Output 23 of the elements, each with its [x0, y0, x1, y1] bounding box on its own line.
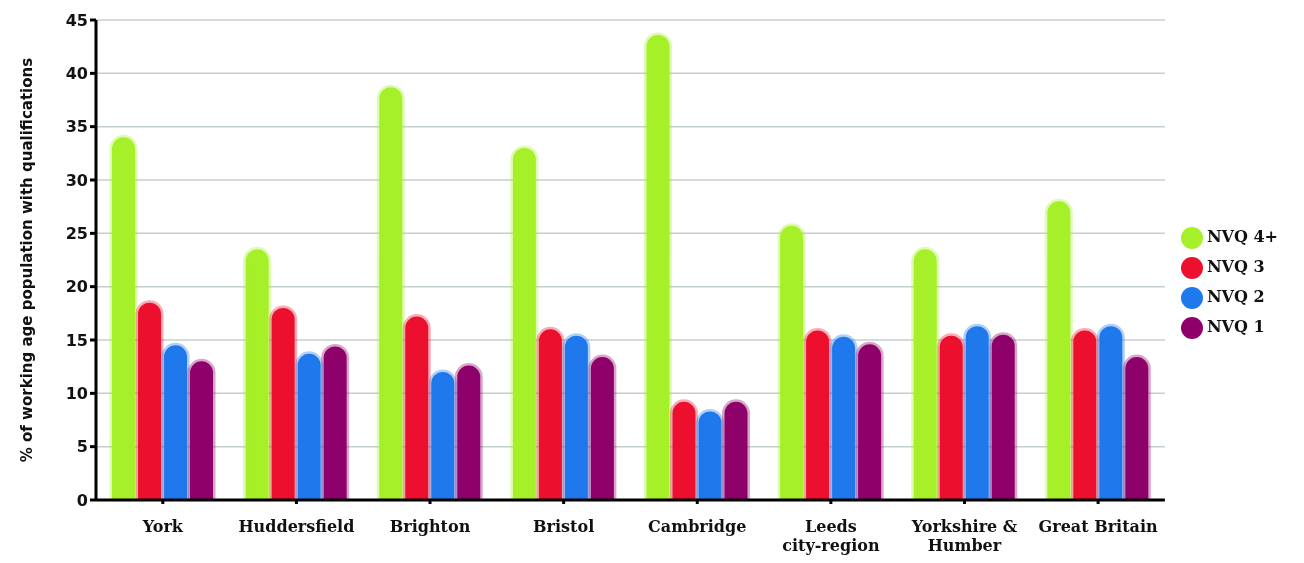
y-tick-label: 15 [65, 330, 88, 350]
y-tick-label: 0 [76, 490, 88, 510]
y-tick-label: 20 [65, 277, 88, 297]
y-tick-label: 5 [76, 437, 88, 457]
x-tick-label: Leeds city-region [782, 517, 880, 555]
y-tick-label: 10 [65, 384, 88, 404]
legend-label: NVQ 4+ [1206, 227, 1278, 246]
y-tick-label: 35 [65, 117, 88, 137]
x-tick-label: Huddersfield [238, 517, 355, 536]
x-tick-label: York [141, 517, 184, 536]
y-tick-label: 25 [65, 224, 88, 244]
y-axis-title: % of working age population with qualifications [18, 57, 37, 463]
x-tick-label: Great Britain [1038, 517, 1159, 536]
y-tick-label: 45 [65, 10, 88, 30]
legend-label: NVQ 2 [1206, 287, 1265, 306]
x-tick-label: Yorkshire & Humber [910, 517, 1018, 555]
legend-label: NVQ 1 [1206, 317, 1265, 336]
x-tick-label: Bristol [533, 517, 595, 536]
y-tick-label: 30 [65, 170, 88, 190]
x-tick-label: Cambridge [648, 517, 747, 536]
legend-label: NVQ 3 [1206, 257, 1265, 276]
y-tick-label: 40 [65, 64, 88, 84]
x-tick-label: Brighton [389, 517, 471, 536]
